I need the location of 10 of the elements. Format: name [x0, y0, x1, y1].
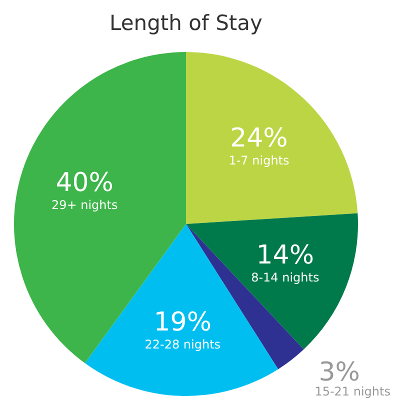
slice-label: 29+ nights [51, 198, 118, 212]
chart-title: Length of Stay [110, 11, 262, 35]
data-label: 40% [56, 168, 114, 198]
data-label: 24% [230, 123, 288, 154]
pie-slice [186, 52, 358, 224]
slice-label: 1-7 nights [228, 153, 290, 168]
slice-label: 22-28 nights [144, 338, 221, 352]
data-label: 14% [256, 240, 314, 270]
slice-label: 8-14 nights [251, 270, 320, 284]
data-label: 19% [154, 308, 212, 338]
